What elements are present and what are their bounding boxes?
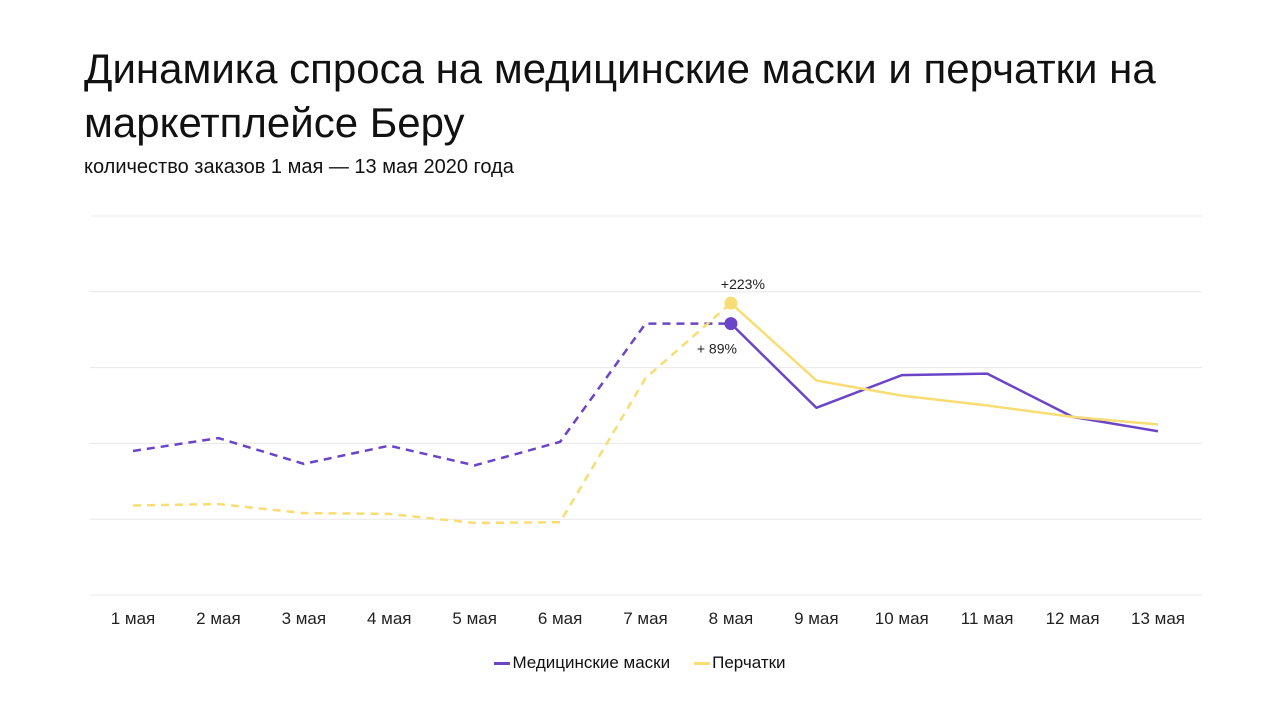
series-line-dashed-0 xyxy=(132,322,731,467)
legend-swatch-gloves xyxy=(694,661,711,665)
x-tick-label: 12 мая xyxy=(1046,609,1100,628)
series-line-solid-1 xyxy=(730,302,1159,426)
chart-title: Динамика спроса на медицинские маски и п… xyxy=(84,45,1156,146)
x-tick-label: 9 мая xyxy=(794,609,839,628)
x-tick-label: 3 мая xyxy=(282,609,327,628)
x-tick-label: 11 мая xyxy=(961,609,1014,628)
legend-label-gloves: Перчатки xyxy=(712,653,786,672)
legend-label-masks: Медицинские маски xyxy=(512,653,671,672)
chart-subtitle: количество заказов 1 мая — 13 мая 2020 г… xyxy=(84,156,514,178)
annotation-label: +223% xyxy=(721,276,765,292)
x-tick-label: 2 мая xyxy=(196,609,241,628)
x-tick-label: 5 мая xyxy=(452,609,497,628)
legend: Медицинские маски Перчатки xyxy=(0,651,1280,675)
legend-item-gloves: Перчатки xyxy=(694,651,786,675)
legend-swatch-masks xyxy=(494,661,511,665)
x-tick-label: 1 мая xyxy=(111,609,156,628)
peak-marker xyxy=(724,317,738,331)
x-tick-label: 4 мая xyxy=(367,609,412,628)
x-tick-label: 13 мая xyxy=(1131,609,1185,628)
peak-marker xyxy=(724,296,738,310)
x-tick-label: 10 мая xyxy=(875,609,929,628)
annotation-label: + 89% xyxy=(697,341,737,357)
series-line-solid-0 xyxy=(730,322,1159,433)
x-tick-label: 7 мая xyxy=(623,609,668,628)
x-tick-label: 8 мая xyxy=(709,609,754,628)
legend-item-masks: Медицинские маски xyxy=(494,651,670,675)
x-tick-label: 6 мая xyxy=(538,609,583,628)
series-line-dashed-1 xyxy=(132,302,732,525)
